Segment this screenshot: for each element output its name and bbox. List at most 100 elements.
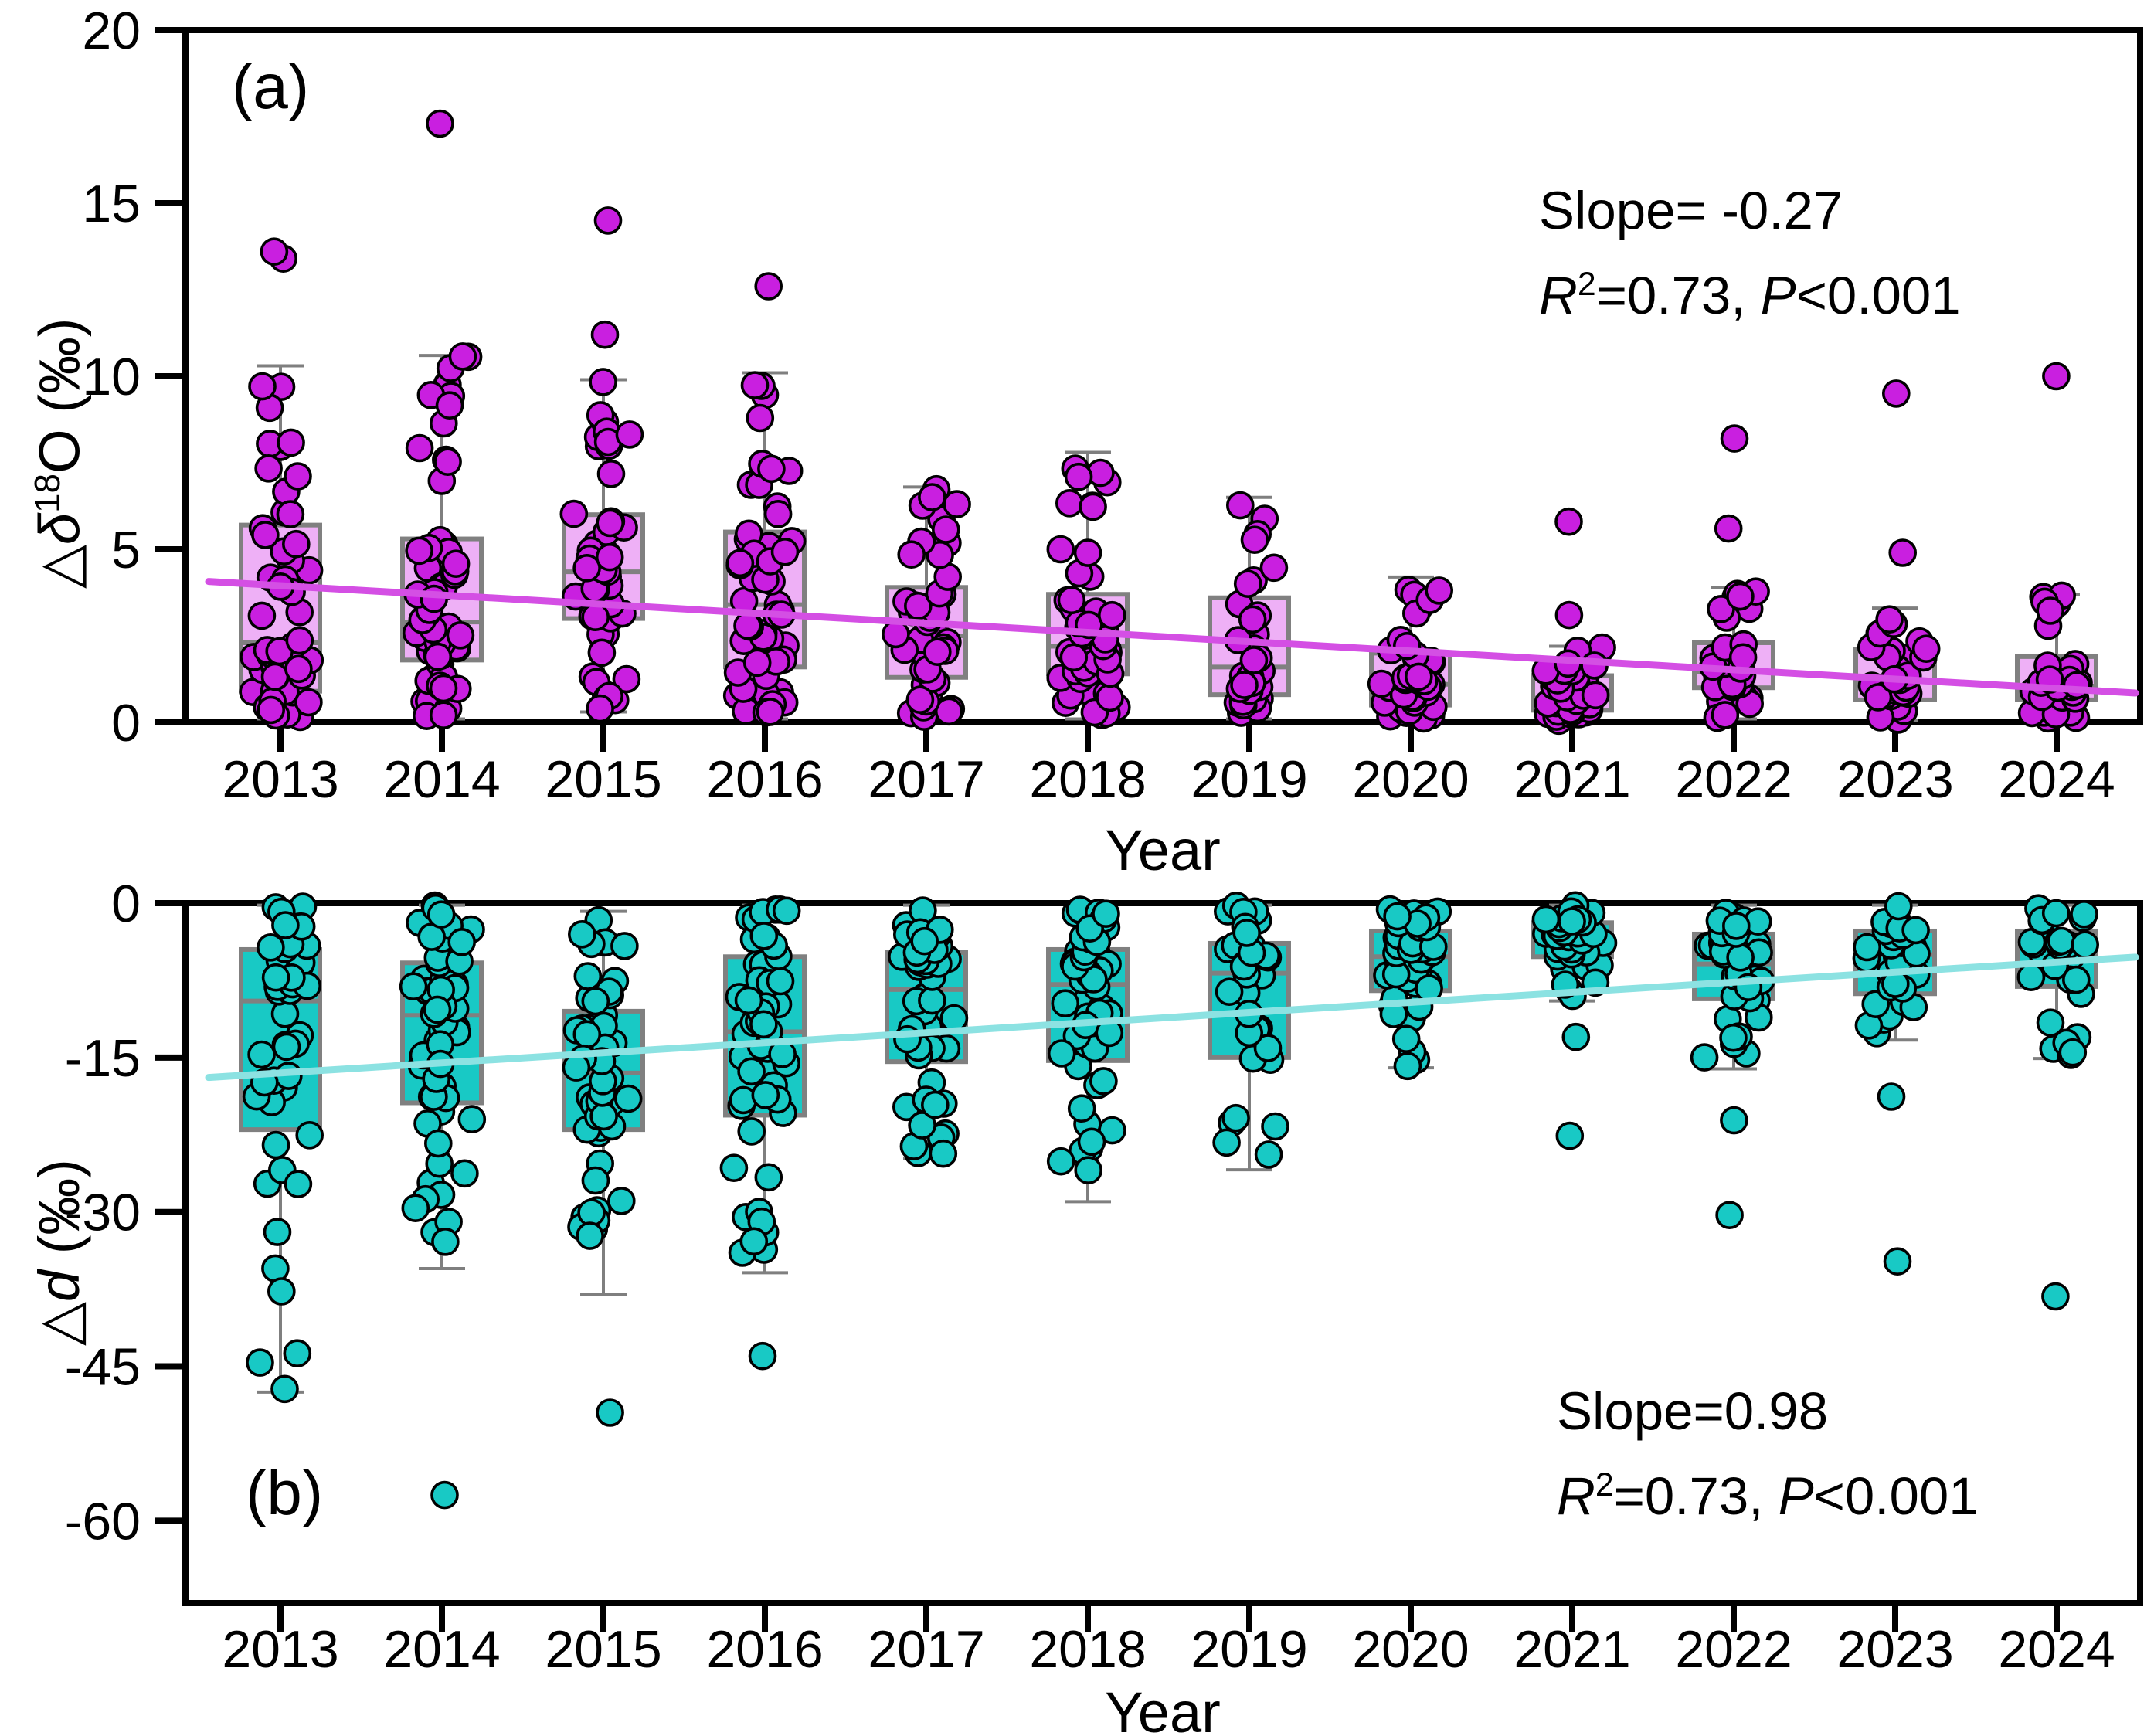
- data-point: [929, 1139, 958, 1168]
- data-point: [905, 685, 935, 715]
- data-point: [749, 922, 779, 950]
- data-point: [1911, 634, 1941, 664]
- data-point: [1073, 538, 1102, 567]
- data-point: [1221, 1103, 1250, 1133]
- data-point: [2070, 900, 2098, 929]
- data-point: [2062, 965, 2091, 994]
- data-point: [284, 654, 313, 684]
- outlier-point: [426, 109, 454, 138]
- stats-text-a: R2=0.73, P<0.001: [1539, 266, 1961, 326]
- data-point: [1254, 1140, 1283, 1169]
- y-tick-label: 20: [82, 2, 141, 60]
- data-point: [285, 626, 314, 655]
- data-point: [267, 1277, 296, 1306]
- data-point: [756, 698, 785, 726]
- data-point: [2071, 930, 2099, 959]
- data-point: [263, 1218, 292, 1246]
- data-point: [450, 1159, 479, 1188]
- data-point: [1367, 669, 1396, 698]
- data-point: [586, 694, 614, 723]
- data-point: [737, 1117, 766, 1146]
- data-point: [1057, 586, 1086, 615]
- data-point: [1059, 643, 1089, 672]
- data-point: [1215, 977, 1244, 1006]
- outlier-point: [260, 237, 289, 267]
- x-tick-label: 2016: [706, 1620, 823, 1679]
- data-point: [1425, 576, 1453, 605]
- data-point: [433, 447, 462, 477]
- data-point: [1077, 1127, 1106, 1157]
- data-point: [1259, 553, 1289, 583]
- data-point: [271, 911, 300, 939]
- data-point: [261, 1130, 290, 1160]
- outlier-point: [1555, 1121, 1585, 1150]
- outlier-point: [1883, 1247, 1912, 1276]
- data-point: [918, 483, 946, 511]
- data-point: [1212, 1128, 1241, 1157]
- data-point: [283, 1339, 312, 1367]
- x-tick-label: 2018: [1029, 1620, 1146, 1679]
- data-point: [567, 920, 596, 949]
- y-tick-label: 0: [111, 875, 141, 933]
- x-tick-label: 2013: [222, 750, 338, 809]
- x-tick-label: 2022: [1675, 1620, 1792, 1679]
- data-point: [260, 662, 290, 691]
- x-tick-label: 2022: [1675, 750, 1792, 809]
- data-point: [446, 620, 475, 650]
- data-point: [1051, 989, 1080, 1017]
- outlier-point: [430, 1480, 459, 1510]
- annotation-b: Slope=0.98 R2=0.73, P<0.001: [1557, 1369, 1979, 1540]
- data-point: [1722, 912, 1751, 940]
- x-tick-label: 2018: [1029, 750, 1146, 809]
- data-point: [923, 637, 952, 667]
- data-point: [1383, 902, 1412, 931]
- x-tick-label: 2023: [1836, 1620, 1953, 1679]
- data-point: [1230, 671, 1259, 699]
- data-point: [1096, 683, 1124, 712]
- x-tick-label: 2024: [1998, 750, 2115, 809]
- data-point: [1098, 600, 1126, 630]
- outlier-point: [593, 206, 623, 235]
- data-point: [910, 926, 939, 956]
- data-point: [257, 695, 286, 725]
- y-tick-label: 15: [82, 175, 141, 233]
- data-point: [749, 1010, 778, 1039]
- data-point: [1253, 1034, 1283, 1062]
- data-point: [2062, 671, 2091, 700]
- data-point: [447, 928, 477, 956]
- outlier-point: [596, 1398, 624, 1427]
- data-point: [1261, 1112, 1289, 1141]
- data-point: [754, 1163, 783, 1192]
- data-point: [272, 1032, 301, 1062]
- trend-line-a: [205, 578, 2139, 697]
- data-point: [248, 372, 277, 401]
- y-tick-label: -60: [65, 1492, 141, 1551]
- data-point: [725, 549, 755, 578]
- x-tick-label: 2020: [1352, 750, 1469, 809]
- data-point: [1690, 1043, 1719, 1072]
- data-point: [1726, 582, 1755, 611]
- data-point: [739, 1227, 769, 1256]
- data-point: [2041, 899, 2071, 928]
- data-point: [257, 933, 285, 962]
- outlier-point: [1882, 379, 1911, 408]
- data-point: [1074, 1156, 1102, 1184]
- data-point: [405, 536, 433, 566]
- panel-label-a: (a): [232, 52, 310, 122]
- data-point: [1226, 491, 1255, 520]
- data-point: [294, 688, 323, 717]
- x-tick-label: 2016: [706, 750, 823, 809]
- x-tick-label: 2023: [1836, 750, 1953, 809]
- data-point: [254, 454, 283, 483]
- data-point: [246, 1348, 274, 1377]
- data-point: [1046, 1147, 1075, 1176]
- y-axis-label-b: △d (‰): [27, 1159, 91, 1346]
- data-point: [1853, 933, 1881, 962]
- data-point: [746, 403, 775, 433]
- x-tick-label: 2021: [1514, 750, 1630, 809]
- outlier-point: [754, 272, 783, 301]
- y-tick-label: -15: [65, 1029, 141, 1088]
- data-point: [737, 1057, 766, 1086]
- data-point: [276, 500, 305, 528]
